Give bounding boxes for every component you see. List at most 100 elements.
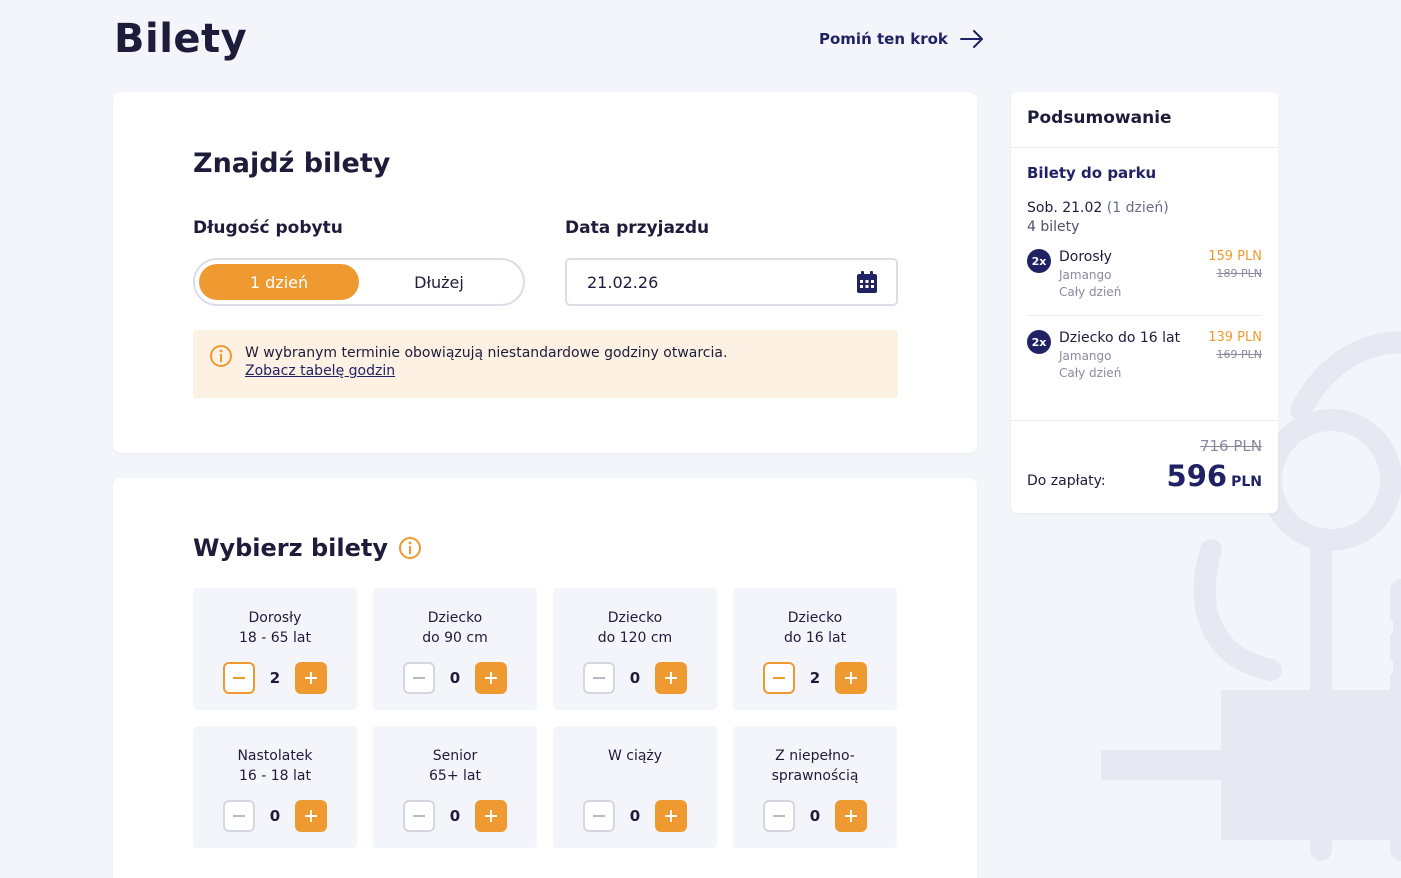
minus-icon xyxy=(233,677,245,679)
info-icon[interactable] xyxy=(398,536,422,560)
item-price: 139 PLN xyxy=(1208,330,1262,345)
ticket-type-detail: do 120 cm xyxy=(597,630,673,646)
decrease-button[interactable] xyxy=(403,662,435,694)
summary-title: Podsumowanie xyxy=(1011,92,1278,148)
plus-icon xyxy=(305,810,317,822)
minus-icon xyxy=(413,677,425,679)
ticket-type-name: Dziecko xyxy=(427,610,483,626)
skip-step-link[interactable]: Pomiń ten krok xyxy=(819,30,984,48)
quantity-value: 2 xyxy=(269,669,281,687)
ticket-type-name: Dziecko xyxy=(787,610,843,626)
plus-icon xyxy=(845,810,857,822)
arrival-date-value: 21.02.26 xyxy=(587,272,659,292)
increase-button[interactable] xyxy=(295,662,327,694)
quantity-stepper: 0 xyxy=(553,800,717,832)
arrival-date-field[interactable]: 21.02.26 xyxy=(565,258,898,306)
ticket-tile-pregnant: W ciąży 0 xyxy=(553,726,717,848)
increase-button[interactable] xyxy=(655,662,687,694)
ticket-tile-child-120: Dziecko do 120 cm 0 xyxy=(553,588,717,710)
minus-icon xyxy=(773,677,785,679)
quantity-value: 0 xyxy=(629,807,641,825)
ticket-tile-disabled: Z niepełno- sprawnością 0 xyxy=(733,726,897,848)
choose-tickets-title: Wybierz bilety xyxy=(193,534,388,562)
duration-option-longer[interactable]: Dłużej xyxy=(414,272,464,292)
choose-tickets-card: Wybierz bilety Dorosły 18 - 65 lat 2 Dzi… xyxy=(113,478,977,878)
quantity-value: 0 xyxy=(449,807,461,825)
plus-icon xyxy=(665,810,677,822)
item-old-price: 169 PLN xyxy=(1216,348,1262,361)
increase-button[interactable] xyxy=(475,662,507,694)
increase-button[interactable] xyxy=(295,800,327,832)
increase-button[interactable] xyxy=(475,800,507,832)
ticket-type-detail: do 90 cm xyxy=(422,630,488,646)
hours-table-link[interactable]: Zobacz tabelę godzin xyxy=(245,363,396,379)
ticket-type-detail: 65+ lat xyxy=(429,768,481,784)
choose-tickets-heading: Wybierz bilety xyxy=(193,534,422,562)
quantity-badge: 2x xyxy=(1027,249,1051,273)
total-amount: 596 xyxy=(1166,459,1228,493)
total-label: Do zapłaty: xyxy=(1027,473,1106,489)
find-tickets-title: Znajdź bilety xyxy=(193,148,391,179)
decrease-button[interactable] xyxy=(223,800,255,832)
duration-toggle: 1 dzień Dłużej xyxy=(193,258,525,306)
ticket-type-name: Dziecko xyxy=(607,610,663,626)
arrival-date-label: Data przyjazdu xyxy=(565,218,710,238)
quantity-value: 2 xyxy=(809,669,821,687)
summary-days: (1 dzień) xyxy=(1106,200,1169,216)
quantity-stepper: 2 xyxy=(733,662,897,694)
summary-ticket-count: 4 bilety xyxy=(1027,219,1080,235)
increase-button[interactable] xyxy=(835,800,867,832)
ticket-tile-child-16: Dziecko do 16 lat 2 xyxy=(733,588,897,710)
item-old-price: 189 PLN xyxy=(1216,267,1262,280)
decrease-button[interactable] xyxy=(763,800,795,832)
summary-line-item: 2x Dziecko do 16 lat Jamango Cały dzień … xyxy=(1027,330,1262,396)
quantity-stepper: 2 xyxy=(193,662,357,694)
skip-step-label: Pomiń ten krok xyxy=(819,30,948,48)
quantity-stepper: 0 xyxy=(553,662,717,694)
ticket-type-name: Nastolatek xyxy=(237,748,313,764)
quantity-stepper: 0 xyxy=(733,800,897,832)
ticket-type-detail: 18 - 65 lat xyxy=(239,630,311,646)
quantity-value: 0 xyxy=(809,807,821,825)
plus-icon xyxy=(305,672,317,684)
decrease-button[interactable] xyxy=(583,662,615,694)
total-price: 596 PLN xyxy=(1167,459,1262,493)
quantity-value: 0 xyxy=(269,807,281,825)
summary-date: Sob. 21.02 (1 dzień) xyxy=(1027,200,1262,216)
duration-option-1-day[interactable]: 1 dzień xyxy=(199,264,359,300)
quantity-stepper: 0 xyxy=(373,662,537,694)
increase-button[interactable] xyxy=(655,800,687,832)
item-name: Dorosły xyxy=(1059,249,1112,265)
calendar-icon[interactable] xyxy=(856,270,878,294)
ticket-type-grid: Dorosły 18 - 65 lat 2 Dziecko do 90 cm 0… xyxy=(193,588,897,848)
ticket-type-name: W ciąży xyxy=(607,748,663,764)
decrease-button[interactable] xyxy=(583,800,615,832)
ticket-tile-child-90: Dziecko do 90 cm 0 xyxy=(373,588,537,710)
minus-icon xyxy=(593,815,605,817)
decrease-button[interactable] xyxy=(223,662,255,694)
ticket-tile-senior: Senior 65+ lat 0 xyxy=(373,726,537,848)
plus-icon xyxy=(485,810,497,822)
summary-section-title: Bilety do parku xyxy=(1027,164,1157,182)
item-price: 159 PLN xyxy=(1208,249,1262,264)
decrease-button[interactable] xyxy=(403,800,435,832)
increase-button[interactable] xyxy=(835,662,867,694)
ticket-type-name: Dorosły xyxy=(248,610,302,626)
minus-icon xyxy=(593,677,605,679)
ticket-tile-teen: Nastolatek 16 - 18 lat 0 xyxy=(193,726,357,848)
decrease-button[interactable] xyxy=(763,662,795,694)
plus-icon xyxy=(485,672,497,684)
item-park: Jamango xyxy=(1059,349,1112,363)
ticket-type-name: Z niepełno- xyxy=(775,748,855,764)
ticket-tile-adult: Dorosły 18 - 65 lat 2 xyxy=(193,588,357,710)
notice-message: W wybranym terminie obowiązują niestanda… xyxy=(245,345,728,361)
ticket-type-detail: do 16 lat xyxy=(783,630,847,646)
quantity-value: 0 xyxy=(449,669,461,687)
plus-icon xyxy=(665,672,677,684)
quantity-value: 0 xyxy=(629,669,641,687)
minus-icon xyxy=(413,815,425,817)
duration-label: Długość pobytu xyxy=(193,218,343,238)
ticket-type-detail: sprawnością xyxy=(771,768,859,784)
info-icon xyxy=(210,345,232,367)
item-name: Dziecko do 16 lat xyxy=(1059,330,1181,346)
